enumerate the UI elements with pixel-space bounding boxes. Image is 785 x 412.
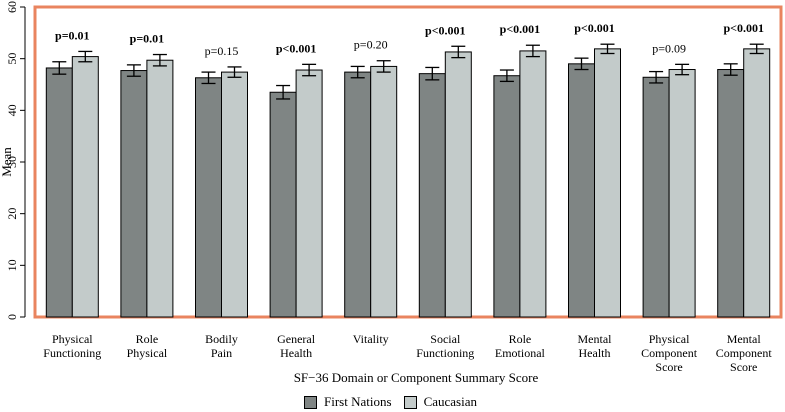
bar-caucasian (594, 48, 621, 318)
bar-first-nations (195, 77, 222, 318)
x-tick-label: General (277, 332, 316, 346)
y-tick-label: 0 (5, 314, 19, 320)
p-value-annotation: p<0.001 (500, 22, 541, 36)
x-tick-label: Component (641, 346, 698, 360)
x-tick-label: Role (509, 332, 532, 346)
bar-first-nations (344, 71, 372, 318)
y-tick-label: 60 (5, 1, 19, 13)
p-value-annotation: p<0.001 (276, 41, 317, 55)
x-tick-label: Bodily (205, 332, 238, 346)
x-tick-label: Physical (127, 346, 168, 360)
bar-first-nations (642, 76, 670, 318)
bar-caucasian (743, 48, 771, 318)
y-axis-label: Mean (0, 147, 14, 177)
p-value-annotation: p<0.001 (574, 21, 615, 35)
bar-caucasian (668, 69, 696, 318)
legend-label-caucasian: Caucasian (423, 394, 477, 409)
y-tick-label: 10 (5, 259, 19, 271)
y-tick-label: 40 (5, 104, 19, 116)
bar-caucasian (370, 65, 398, 318)
x-tick-label: Mental (578, 332, 613, 346)
y-tick-label: 30 (5, 156, 19, 168)
legend-item-caucasian: Caucasian (403, 394, 477, 410)
bar-caucasian (221, 71, 248, 318)
x-tick-label: Score (730, 360, 757, 374)
bar-caucasian (519, 50, 547, 318)
x-tick-label: Component (716, 346, 773, 360)
legend-swatch-caucasian (403, 395, 417, 409)
bar-caucasian (71, 56, 99, 318)
x-tick-label: Health (280, 346, 312, 360)
x-tick-label: Mental (727, 332, 762, 346)
x-axis-label: SF−36 Domain or Component Summary Score (294, 370, 539, 385)
bar-first-nations (269, 91, 297, 318)
p-value-annotation: p=0.15 (205, 44, 239, 58)
p-value-annotation: p<0.001 (723, 21, 764, 35)
x-tick-label: Vitality (353, 332, 389, 346)
y-tick-label: 50 (5, 53, 19, 65)
bar-first-nations (45, 67, 73, 318)
y-tick-label: 20 (5, 208, 19, 220)
bar-first-nations (568, 63, 595, 318)
x-tick-label: Health (579, 346, 611, 360)
legend: First Nations Caucasian (0, 394, 785, 410)
legend-swatch-first-nations (304, 395, 318, 409)
legend-label-first-nations: First Nations (324, 394, 392, 409)
p-value-annotation: p=0.01 (130, 32, 165, 46)
p-value-annotation: p=0.01 (55, 28, 90, 42)
p-value-annotation: p<0.001 (425, 23, 466, 37)
x-tick-label: Pain (211, 346, 232, 360)
bar-first-nations (717, 69, 745, 318)
x-tick-label: Physical (649, 332, 690, 346)
x-tick-label: Emotional (495, 346, 546, 360)
x-tick-label: Functioning (416, 346, 474, 360)
bar-first-nations (493, 75, 521, 318)
x-tick-label: Functioning (43, 346, 101, 360)
bar-chart: 0102030405060Meanp=0.01PhysicalFunctioni… (0, 1, 783, 385)
bar-caucasian (146, 59, 174, 318)
x-tick-label: Physical (52, 332, 93, 346)
p-value-annotation: p=0.09 (652, 41, 686, 55)
bar-first-nations (418, 73, 446, 318)
x-tick-label: Score (655, 360, 682, 374)
x-tick-label: Social (430, 332, 461, 346)
p-value-annotation: p=0.20 (354, 38, 388, 52)
legend-item-first-nations: First Nations (304, 394, 392, 410)
x-tick-label: Role (136, 332, 159, 346)
bar-caucasian (295, 69, 323, 318)
plot-frame (33, 5, 783, 319)
bar-caucasian (444, 51, 472, 318)
bar-first-nations (120, 70, 148, 318)
